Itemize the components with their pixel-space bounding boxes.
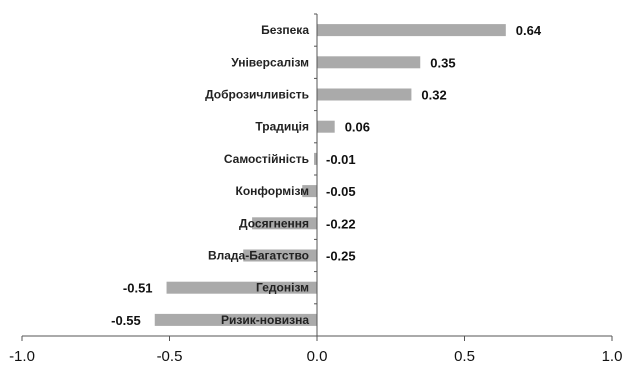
category-label: Досягнення	[239, 216, 309, 230]
category-label: Гедонізм	[256, 281, 309, 295]
value-label: 0.06	[345, 120, 370, 135]
category-label: Самостійність	[224, 152, 309, 166]
axis-layer	[21, 13, 613, 341]
x-tick-label: -0.5	[157, 348, 183, 365]
x-tick-label: 0.5	[454, 348, 475, 365]
bar	[317, 120, 335, 133]
value-label: -0.51	[123, 281, 153, 296]
bar	[317, 88, 412, 101]
bar	[166, 281, 317, 294]
x-tick-label: 1.0	[602, 348, 623, 365]
bar	[252, 217, 317, 230]
category-label: Традиція	[255, 120, 309, 134]
bar	[314, 152, 317, 165]
labels-layer: Безпека 0.64 Універсалізм 0.35 Доброзичливіс…	[9, 23, 622, 365]
bar	[154, 313, 317, 326]
value-label: -0.01	[326, 152, 356, 167]
category-label: Доброзичливість	[205, 88, 309, 102]
bar	[243, 249, 317, 262]
value-label: -0.55	[111, 313, 141, 328]
category-label: Конформізм	[236, 184, 310, 198]
category-label: Безпека	[261, 23, 309, 37]
bar	[317, 56, 421, 69]
value-label: 0.64	[516, 23, 542, 38]
value-label: 0.35	[430, 55, 455, 70]
bars-layer	[154, 24, 506, 326]
x-tick-label: 0.0	[307, 348, 328, 365]
value-label: 0.32	[421, 88, 446, 103]
bar	[317, 24, 506, 37]
bar	[302, 185, 317, 198]
value-label: -0.25	[326, 249, 356, 264]
category-label: Влада-Багатство	[208, 249, 309, 263]
x-tick-label: -1.0	[9, 348, 35, 365]
category-label: Ризик-новизна	[221, 313, 309, 327]
value-label: -0.05	[326, 184, 356, 199]
value-label: -0.22	[326, 216, 356, 231]
category-label: Універсалізм	[231, 55, 309, 69]
